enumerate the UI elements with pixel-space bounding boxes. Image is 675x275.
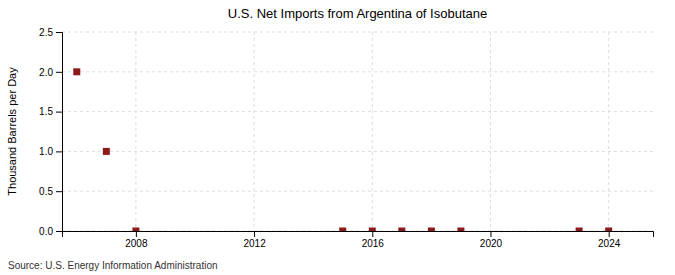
tick-mark	[372, 231, 373, 237]
point	[398, 228, 405, 232]
tick: 0.5	[39, 186, 62, 197]
point	[103, 148, 110, 155]
chart: 2008 2012 2016 2020 2024 0.0 0.5 1.0 1.5 2.0 2.5 U.…	[0, 0, 675, 275]
point	[369, 228, 376, 232]
grid-line	[608, 32, 609, 231]
tick-label: 2.0	[39, 67, 53, 78]
grid	[62, 32, 653, 231]
tick-mark	[490, 231, 491, 237]
tick-label: 1.5	[39, 106, 53, 117]
tick: 2008	[125, 231, 148, 249]
tick-mark	[56, 72, 62, 73]
grid-line	[135, 32, 136, 231]
point	[605, 228, 612, 232]
tick: 2.5	[39, 27, 62, 38]
point	[576, 228, 583, 232]
grid-line	[62, 32, 653, 33]
tick-mark	[136, 231, 137, 237]
tick-mark	[56, 151, 62, 152]
tick-mark	[56, 112, 62, 113]
tick-mark	[56, 231, 62, 232]
tick: 2024	[598, 231, 621, 249]
tick: 2012	[243, 231, 266, 249]
tick-mark	[56, 32, 62, 33]
grid-line	[372, 32, 373, 231]
tick-label: 2024	[598, 238, 621, 249]
tick: 1.0	[39, 146, 62, 157]
marks	[73, 68, 612, 231]
grid-line	[62, 111, 653, 112]
point	[428, 228, 435, 232]
x-axis: 2008 2012 2016 2020 2024	[63, 231, 654, 249]
tick-mark	[254, 231, 255, 237]
point	[132, 228, 139, 232]
tick: 0.0	[39, 226, 62, 237]
grid-line	[490, 32, 491, 231]
grid-line	[254, 32, 255, 231]
tick-label: 2008	[125, 238, 148, 249]
annotation: Source: U.S. Energy Information Administ…	[8, 260, 218, 271]
tick-mark	[609, 231, 610, 237]
grid-line	[62, 71, 653, 72]
axis-line	[63, 232, 654, 238]
grid-line	[62, 151, 653, 152]
point	[73, 68, 80, 75]
point	[457, 228, 464, 232]
tick: 2016	[362, 231, 385, 249]
tick-label: 2.5	[39, 27, 53, 38]
tick: 2.0	[39, 67, 62, 78]
tick-label: 2016	[362, 238, 385, 249]
grid-line	[62, 191, 653, 192]
y-axis-title: Thousand Barrels per Day	[6, 67, 18, 196]
axis-line	[56, 33, 63, 232]
tick: 2020	[480, 231, 503, 249]
tick-label: 0.5	[39, 186, 53, 197]
tick-mark	[56, 191, 62, 192]
tick-label: 2012	[243, 238, 266, 249]
tick: 1.5	[39, 106, 62, 117]
tick-label: 1.0	[39, 146, 53, 157]
tick-label: 2020	[480, 238, 503, 249]
title: U.S. Net Imports from Argentina of Isobu…	[228, 6, 487, 21]
point	[339, 228, 346, 232]
plot-area: 2008 2012 2016 2020 2024 0.0 0.5 1.0 1.5 2.0 2.5	[39, 27, 653, 249]
tick-label: 0.0	[39, 226, 53, 237]
y-axis: 0.0 0.5 1.0 1.5 2.0 2.5	[39, 27, 62, 237]
